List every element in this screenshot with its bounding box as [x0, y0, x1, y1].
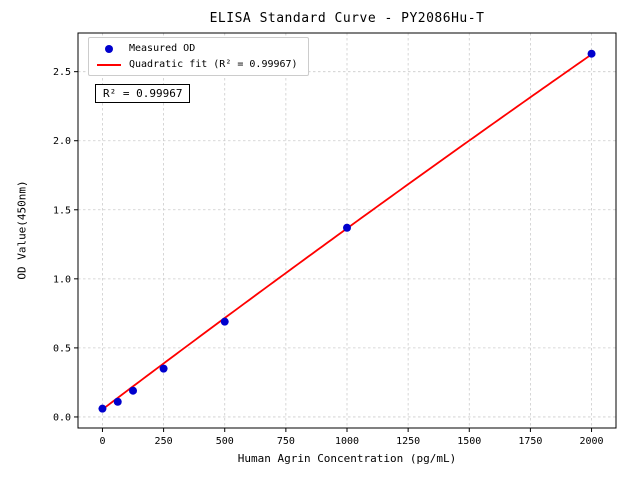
- fit-line: [101, 53, 593, 411]
- data-point: [159, 364, 168, 373]
- data-point: [587, 49, 596, 58]
- legend: Measured OD Quadratic fit (R² = 0.99967): [88, 37, 309, 76]
- legend-item-quadratic-fit: Quadratic fit (R² = 0.99967): [96, 59, 298, 70]
- r-squared-annotation: R² = 0.99967: [95, 84, 191, 103]
- data-point: [98, 404, 107, 413]
- legend-item-measured-od: Measured OD: [96, 43, 298, 54]
- scatter-marker-icon: [96, 44, 122, 53]
- y-tick-label: 2.5: [53, 67, 71, 78]
- x-tick-label: 1250: [396, 436, 420, 447]
- data-point: [220, 317, 229, 326]
- legend-label-quadratic-fit: Quadratic fit (R² = 0.99967): [129, 59, 298, 70]
- x-tick-label: 1750: [518, 436, 542, 447]
- data-point: [343, 223, 351, 232]
- x-tick-label: 500: [216, 436, 234, 447]
- y-tick-label: 1.0: [53, 274, 71, 285]
- legend-label-measured-od: Measured OD: [129, 43, 196, 54]
- y-tick-label: 0.5: [53, 343, 71, 354]
- x-tick-label: 1000: [335, 436, 359, 447]
- y-tick-label: 1.5: [53, 205, 71, 216]
- x-tick-label: 2000: [579, 436, 603, 447]
- data-point: [129, 386, 138, 395]
- y-axis-label: OD Value(450nm): [15, 180, 29, 280]
- x-tick-label: 750: [277, 436, 295, 447]
- data-point: [113, 397, 122, 406]
- y-tick-label: 0.0: [53, 412, 71, 423]
- line-marker-icon: [96, 63, 122, 66]
- x-tick-label: 250: [155, 436, 173, 447]
- chart-title: ELISA Standard Curve - PY2086Hu-T: [209, 11, 485, 26]
- x-tick-label: 1500: [457, 436, 481, 447]
- x-axis-label: Human Agrin Concentration (pg/mL): [237, 452, 457, 465]
- x-tick-label: 0: [99, 436, 105, 447]
- y-tick-label: 2.0: [53, 136, 71, 147]
